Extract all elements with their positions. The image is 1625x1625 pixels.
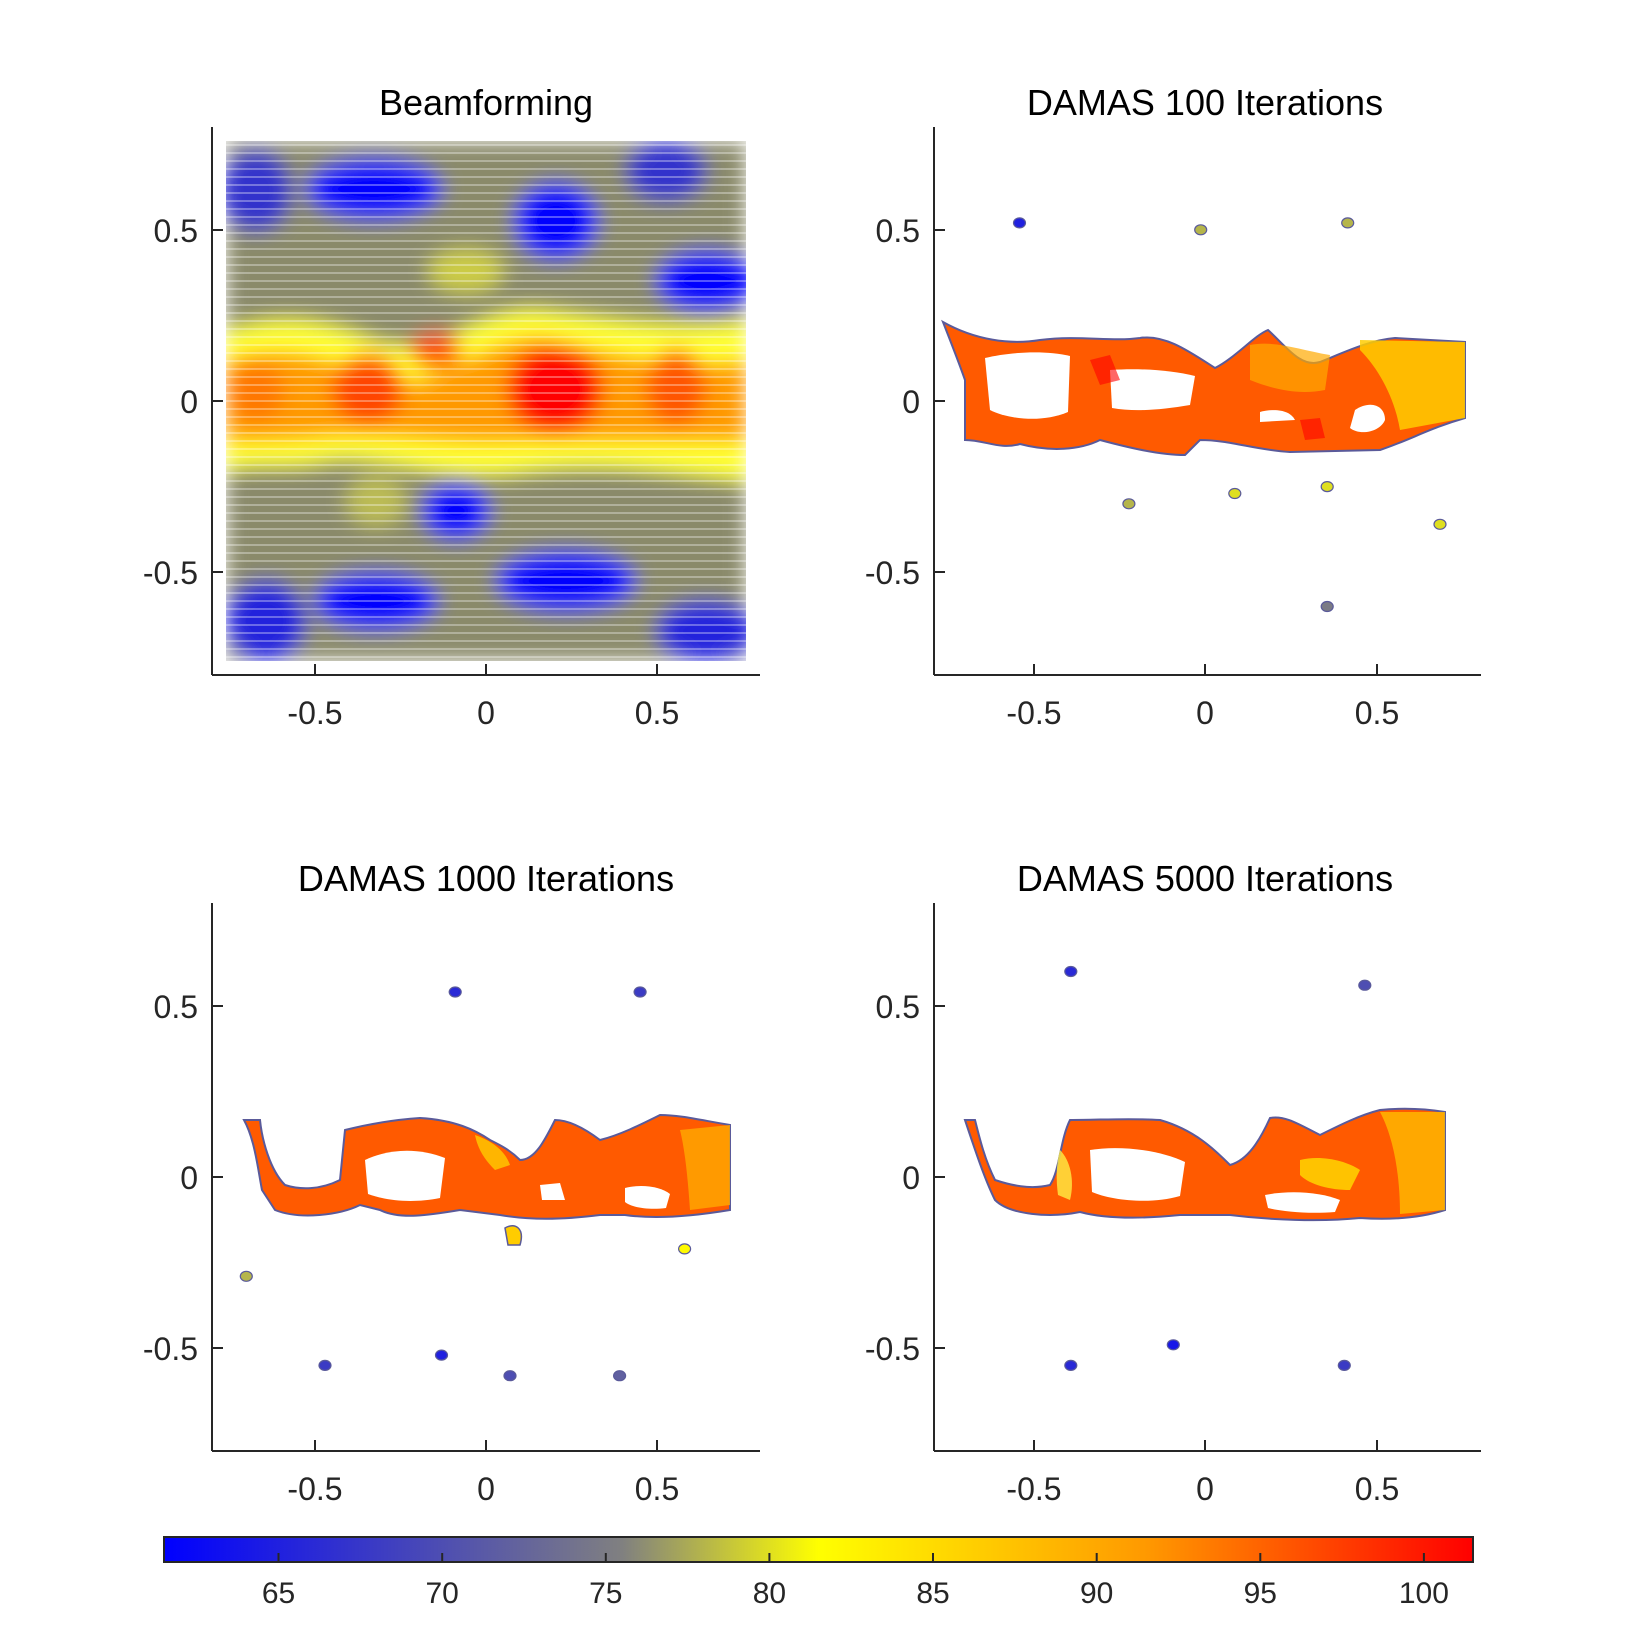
spot-mark: [239, 1270, 253, 1282]
panel-damas-100: DAMAS 100 Iterations -0.5 0 0.5 0.5 0 -0…: [865, 82, 1481, 731]
x-tick-label: -0.5: [1006, 1471, 1061, 1507]
spot-mark: [677, 1243, 692, 1255]
y-tick-label: -0.5: [865, 555, 920, 591]
x-tick-label: 0: [1196, 695, 1214, 731]
spot-mark: [434, 1349, 449, 1361]
colorbar-tick-label: 85: [916, 1577, 949, 1610]
plot-area: [226, 141, 746, 661]
x-tick-label: 0.5: [635, 1471, 679, 1507]
spot-mark: [1228, 487, 1242, 500]
x-tick-label: 0: [477, 695, 495, 731]
x-tick-label: 0.5: [1355, 695, 1399, 731]
x-ticks: -0.5 0 0.5: [287, 664, 679, 731]
y-tick-label: 0: [902, 384, 920, 420]
x-tick-label: 0: [477, 1471, 495, 1507]
y-tick-label: 0.5: [876, 989, 920, 1025]
colorbar-tick-label: 90: [1080, 1577, 1113, 1610]
spot-mark: [1166, 1339, 1180, 1351]
colorbar-tick-label: 70: [426, 1577, 459, 1610]
x-ticks: -0.5 0 0.5: [1006, 1440, 1399, 1507]
spot-mark: [612, 1370, 627, 1382]
spots: [1064, 965, 1372, 1372]
y-ticks: 0.5 0 -0.5: [143, 213, 223, 591]
source-map: [963, 1107, 1446, 1222]
spot-mark: [1122, 498, 1136, 510]
x-tick-label: 0.5: [1355, 1471, 1399, 1507]
colorbar-tick-label: 65: [262, 1577, 295, 1610]
spot-mark: [448, 986, 462, 998]
y-ticks: 0.5 0 -0.5: [143, 989, 223, 1367]
x-tick-label: -0.5: [287, 1471, 342, 1507]
panel-damas-1000: DAMAS 1000 Iterations -0.5 0 0.5 0.5 0 -…: [143, 858, 760, 1507]
x-tick-label: -0.5: [1006, 695, 1061, 731]
spot-mark: [1064, 1359, 1078, 1372]
y-tick-label: -0.5: [143, 1331, 198, 1367]
spot-mark: [1341, 217, 1355, 229]
spot-mark: [503, 1370, 517, 1382]
x-tick-label: 0.5: [635, 695, 679, 731]
y-tick-label: -0.5: [865, 1331, 920, 1367]
y-tick-label: 0: [180, 1160, 198, 1196]
panel-title: DAMAS 100 Iterations: [1027, 82, 1383, 123]
colorbar-tick-label: 75: [589, 1577, 622, 1610]
y-tick-label: 0.5: [154, 989, 198, 1025]
x-tick-label: -0.5: [287, 695, 342, 731]
spot-mark: [1358, 979, 1372, 991]
spot-mark: [1320, 600, 1334, 613]
spot-mark: [1337, 1359, 1351, 1372]
y-tick-label: -0.5: [143, 555, 198, 591]
x-ticks: -0.5 0 0.5: [1006, 664, 1399, 731]
colorbar: 65 70 75 80 85 90 95 100: [163, 1536, 1474, 1610]
panel-beamforming: Beamforming: [143, 82, 760, 731]
y-tick-label: 0: [902, 1160, 920, 1196]
panel-title: Beamforming: [379, 82, 593, 123]
y-ticks: 0.5 0 -0.5: [865, 213, 945, 591]
spot-mark: [1012, 217, 1027, 229]
panel-title: DAMAS 1000 Iterations: [298, 858, 674, 899]
spot-mark: [1320, 481, 1334, 493]
beamforming-contour-map: [226, 141, 746, 661]
spot-mark: [1194, 224, 1208, 236]
spot-mark: [633, 986, 647, 998]
spot-mark: [318, 1359, 332, 1372]
colorbar-tick-label: 100: [1399, 1577, 1449, 1610]
y-ticks: 0.5 0 -0.5: [865, 989, 945, 1367]
x-ticks: -0.5 0 0.5: [287, 1440, 679, 1507]
colorbar-tick-label: 80: [753, 1577, 786, 1610]
spot-mark: [1433, 518, 1447, 530]
y-tick-label: 0.5: [876, 213, 920, 249]
source-map: [941, 319, 1466, 457]
panel-title: DAMAS 5000 Iterations: [1017, 858, 1393, 899]
colorbar-ticks: 65 70 75 80 85 90 95 100: [262, 1553, 1449, 1610]
y-tick-label: 0.5: [154, 213, 198, 249]
colorbar-tick-label: 95: [1244, 1577, 1277, 1610]
spot-mark: [1064, 965, 1078, 978]
y-tick-label: 0: [180, 384, 198, 420]
spots: [239, 986, 692, 1382]
colorbar-gradient: [163, 1536, 1474, 1563]
source-map: [242, 1113, 731, 1246]
spots: [1012, 217, 1447, 613]
x-tick-label: 0: [1196, 1471, 1214, 1507]
panel-damas-5000: DAMAS 5000 Iterations -0.5 0 0.5 0.5 0 -…: [865, 858, 1481, 1507]
